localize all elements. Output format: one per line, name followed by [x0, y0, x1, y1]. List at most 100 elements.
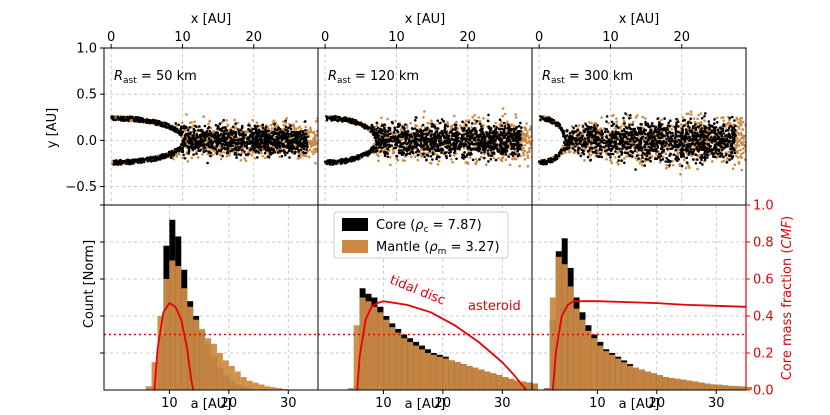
scatter-point — [739, 119, 742, 123]
scatter-point — [260, 134, 264, 138]
scatter-point — [393, 126, 397, 130]
scatter-point — [381, 136, 385, 139]
scatter-point — [290, 134, 294, 137]
scatter-point — [470, 126, 473, 129]
scatter-point — [209, 154, 212, 158]
scatter-point — [309, 126, 312, 130]
scatter-point — [512, 127, 515, 131]
scatter-point — [473, 113, 477, 117]
scatter-point — [511, 154, 515, 158]
scatter-point — [429, 134, 433, 137]
scatter-point — [289, 127, 293, 131]
scatter-point — [257, 151, 261, 154]
scatter-point — [201, 143, 205, 147]
scatter-point — [507, 139, 511, 143]
scatter-point — [245, 144, 248, 147]
scatter-point — [494, 121, 498, 125]
scatter-point — [342, 119, 345, 122]
scatter-point — [254, 149, 258, 152]
scatter-point — [660, 118, 663, 122]
scatter-point — [261, 132, 264, 136]
scatter-point — [415, 128, 419, 132]
scatter-point — [678, 164, 682, 168]
scatter-point — [373, 133, 376, 136]
scatter-point — [187, 149, 191, 153]
scatter-point — [738, 117, 742, 121]
scatter-point — [160, 121, 164, 125]
scatter-point — [375, 140, 378, 143]
scatter-point — [420, 154, 423, 158]
scatter-point — [282, 123, 286, 127]
scatter-point — [336, 119, 340, 122]
scatter-point — [746, 150, 749, 153]
scatter-point — [319, 132, 322, 135]
r-ast-label: Rast = 120 km — [328, 69, 419, 86]
scatter-point — [169, 156, 173, 159]
scatter-point — [227, 135, 230, 138]
scatter-point — [287, 149, 291, 153]
scatter-point — [473, 118, 476, 122]
scatter-point — [456, 140, 459, 143]
scatter-point — [254, 141, 258, 144]
scatter-point — [532, 149, 535, 152]
scatter-point — [525, 132, 529, 136]
scatter-point — [376, 132, 379, 135]
scatter-point — [370, 146, 373, 149]
scatter-point — [247, 127, 250, 131]
scatter-point — [410, 131, 414, 135]
scatter-point — [328, 161, 332, 164]
scatter-point — [369, 126, 372, 129]
scatter-point — [323, 148, 326, 151]
scatter-point — [396, 130, 400, 134]
scatter-point — [292, 123, 295, 126]
scatter-point — [334, 115, 337, 118]
scatter-point — [423, 110, 426, 113]
scatter-point — [282, 149, 285, 152]
scatter-point — [214, 148, 218, 151]
scatter-point — [443, 136, 447, 140]
scatter-point — [167, 123, 170, 126]
scatter-point — [519, 147, 522, 151]
scatter-point — [501, 152, 505, 155]
scatter-point — [364, 125, 367, 128]
scatter-point — [746, 150, 749, 153]
scatter-point — [535, 133, 538, 136]
scatter-point — [421, 123, 425, 127]
scatter-point — [533, 151, 536, 154]
scatter-point — [720, 116, 723, 120]
scatter-point — [466, 161, 469, 164]
scatter-point — [351, 119, 355, 122]
scatter-point — [452, 141, 455, 145]
scatter-point — [234, 130, 238, 134]
scatter-point — [395, 157, 399, 161]
scatter-point — [526, 165, 530, 168]
scatter-point — [448, 151, 451, 155]
scatter-point — [318, 136, 321, 139]
scatter-point — [466, 141, 470, 144]
scatter-point — [195, 135, 199, 138]
scatter-point — [312, 148, 316, 151]
scatter-point — [501, 114, 505, 118]
scatter-point — [226, 123, 230, 127]
scatter-point — [237, 129, 241, 133]
scatter-point — [377, 159, 380, 163]
scatter-point — [437, 137, 440, 140]
scatter-point — [418, 130, 422, 134]
scatter-point — [286, 129, 290, 133]
scatter-point — [266, 142, 270, 146]
scatter-point — [496, 136, 500, 139]
scatter-point — [489, 146, 492, 150]
scatter-point — [136, 161, 140, 164]
scatter-point — [409, 155, 413, 159]
scatter-point — [253, 157, 257, 160]
scatter-point — [297, 136, 301, 139]
scatter-point — [529, 135, 532, 138]
scatter-point — [231, 139, 234, 142]
scatter-point — [536, 114, 539, 117]
scatter-point — [446, 125, 450, 128]
scatter-point — [416, 153, 420, 157]
scatter-point — [271, 134, 275, 137]
scatter-point — [290, 150, 294, 153]
scatter-point — [366, 127, 370, 130]
scatter-point — [349, 160, 353, 163]
